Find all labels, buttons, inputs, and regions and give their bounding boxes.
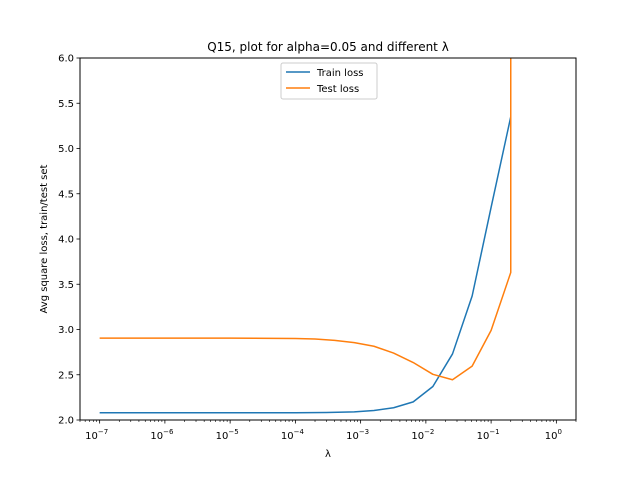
y-tick-label: 4.0 <box>58 235 74 246</box>
x-tick-label: 10−2 <box>411 428 434 442</box>
x-tick-label: 100 <box>545 428 562 442</box>
y-axis: 2.0 2.5 3.0 3.5 4.0 4.5 5.0 5.5 6.0 <box>58 54 80 427</box>
x-tick-label: 10−1 <box>477 428 500 442</box>
series-layer <box>99 58 512 414</box>
x-tick-label: 10−7 <box>85 428 108 442</box>
y-tick-label: 2.5 <box>58 370 74 381</box>
legend-label-test: Test loss <box>316 84 359 95</box>
y-tick-label: 4.5 <box>58 189 74 200</box>
y-tick-label: 3.5 <box>58 280 74 291</box>
legend-label-train: Train loss <box>316 68 364 79</box>
y-tick-label: 5.0 <box>58 144 74 155</box>
y-tick-label: 6.0 <box>58 54 74 65</box>
series-line-1 <box>99 58 512 381</box>
plot-area <box>80 58 576 420</box>
legend: Train loss Test loss <box>280 62 378 100</box>
x-axis: 10−7 10−6 10−5 10−4 10−3 10−2 10−1 100 <box>79 420 577 442</box>
y-tick-label: 5.5 <box>58 99 74 110</box>
series-line-0 <box>99 116 512 414</box>
y-tick-label: 3.0 <box>58 325 74 336</box>
x-tick-label: 10−4 <box>281 428 305 442</box>
chart-title: Q15, plot for alpha=0.05 and different λ <box>207 40 449 54</box>
x-tick-label: 10−3 <box>346 428 369 442</box>
x-tick-label: 10−5 <box>216 428 239 442</box>
y-tick-label: 2.0 <box>58 416 74 427</box>
x-axis-title: λ <box>325 449 331 460</box>
y-axis-title: Avg square loss, train/test set <box>39 164 50 313</box>
x-tick-label: 10−6 <box>150 428 174 442</box>
